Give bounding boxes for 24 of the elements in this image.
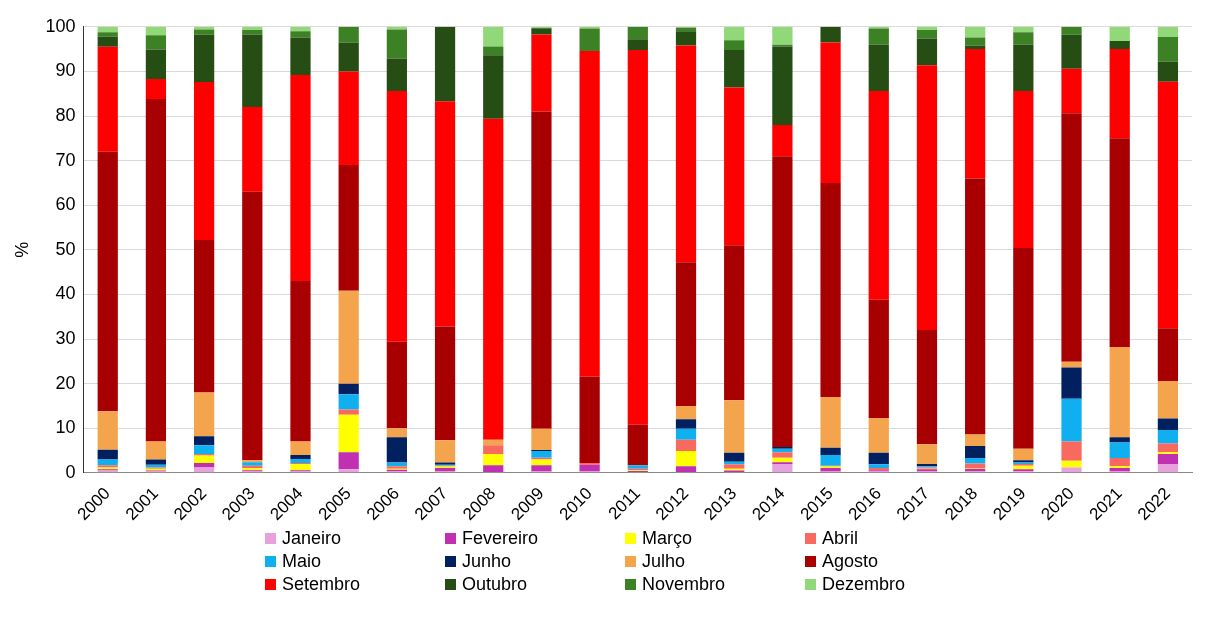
legend-label: Outubro xyxy=(462,574,528,595)
legend-label: Novembro xyxy=(642,574,726,595)
legend-label: Abril xyxy=(822,528,859,549)
legend-label: Março xyxy=(642,528,693,549)
y-axis-title: % xyxy=(11,241,32,258)
y-tick-label: 100 xyxy=(45,15,76,36)
legend-label: Julho xyxy=(642,551,686,572)
legend-label: Maio xyxy=(282,551,322,572)
legend-label: Dezembro xyxy=(822,574,906,595)
y-tick-label: 0 xyxy=(65,461,76,482)
y-tick-label: 90 xyxy=(55,60,76,81)
y-tick-label: 10 xyxy=(55,417,76,438)
y-tick-label: 60 xyxy=(55,194,76,215)
y-tick-label: 40 xyxy=(55,283,76,304)
legend-label: Janeiro xyxy=(282,528,342,549)
y-tick-label: 50 xyxy=(55,238,76,259)
legend-label: Junho xyxy=(462,551,512,572)
y-tick-label: 80 xyxy=(55,104,76,125)
legend-label: Fevereiro xyxy=(462,528,539,549)
legend-label: Setembro xyxy=(282,574,361,595)
legend-label: Agosto xyxy=(822,551,879,572)
y-tick-label: 70 xyxy=(55,149,76,170)
y-tick-label: 20 xyxy=(55,372,76,393)
y-tick-label: 30 xyxy=(55,327,76,348)
